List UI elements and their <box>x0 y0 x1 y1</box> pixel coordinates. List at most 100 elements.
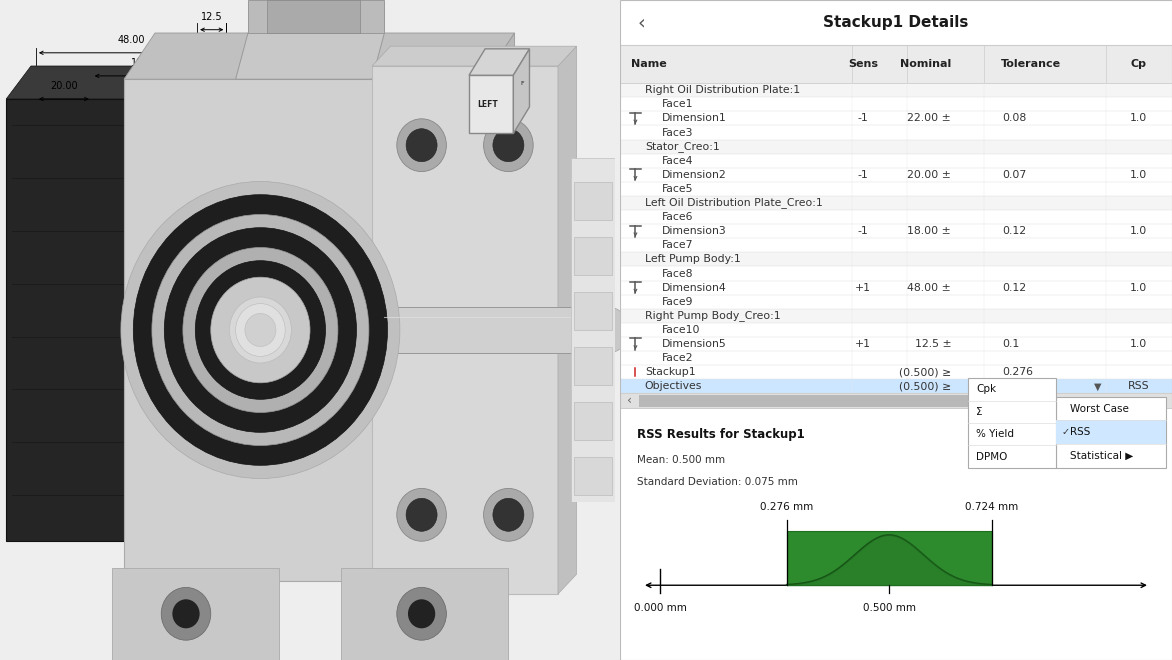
Text: Σ: Σ <box>976 407 982 417</box>
Polygon shape <box>372 66 558 594</box>
Text: 0.724 mm: 0.724 mm <box>965 502 1018 512</box>
Text: 20.00 ±: 20.00 ± <box>907 170 952 180</box>
Text: Dimension3: Dimension3 <box>661 226 727 236</box>
Circle shape <box>196 261 326 399</box>
Text: ‹: ‹ <box>627 394 633 407</box>
Text: Face2: Face2 <box>661 353 693 363</box>
Polygon shape <box>248 0 384 33</box>
Circle shape <box>245 314 275 346</box>
Bar <box>786 531 992 585</box>
Text: F: F <box>520 81 524 86</box>
Text: 0.12: 0.12 <box>1002 226 1027 236</box>
Bar <box>620 337 1172 351</box>
Text: Stackup1 Details: Stackup1 Details <box>823 15 969 30</box>
Text: Statistical ▶: Statistical ▶ <box>1070 451 1133 461</box>
Text: Face3: Face3 <box>661 127 693 137</box>
Text: Face7: Face7 <box>661 240 693 250</box>
Text: RSS: RSS <box>1127 381 1150 391</box>
Polygon shape <box>558 46 577 594</box>
Circle shape <box>397 488 447 541</box>
Text: Cp: Cp <box>1131 59 1147 69</box>
Text: 0.1: 0.1 <box>1002 339 1020 349</box>
Text: Right Oil Distribution Plate:1: Right Oil Distribution Plate:1 <box>645 85 800 95</box>
Text: Stator_Creo:1: Stator_Creo:1 <box>645 141 720 152</box>
Circle shape <box>230 297 292 363</box>
Polygon shape <box>124 33 515 79</box>
Bar <box>620 45 1172 83</box>
Text: 18.00 ±: 18.00 ± <box>907 226 952 236</box>
Text: 0.000: 0.000 <box>1002 381 1034 391</box>
Bar <box>620 379 1172 393</box>
Bar <box>620 408 1172 660</box>
Bar <box>574 182 612 220</box>
Circle shape <box>134 195 388 465</box>
Text: 20.00: 20.00 <box>50 81 77 91</box>
Text: Name: Name <box>631 59 667 69</box>
Text: 0.000 mm: 0.000 mm <box>634 603 687 613</box>
Circle shape <box>152 214 369 446</box>
Bar <box>620 309 1172 323</box>
Bar <box>620 280 1172 294</box>
Bar <box>620 0 1172 45</box>
Bar <box>574 457 612 495</box>
Circle shape <box>121 182 400 478</box>
Bar <box>968 378 1056 468</box>
Bar <box>620 252 1172 267</box>
Bar <box>620 112 1172 125</box>
Text: ‹: ‹ <box>638 13 645 32</box>
Text: 1.0: 1.0 <box>1130 170 1147 180</box>
Text: Dimension5: Dimension5 <box>661 339 727 349</box>
Circle shape <box>236 304 285 356</box>
Text: 0.08: 0.08 <box>1002 114 1027 123</box>
Circle shape <box>406 498 437 531</box>
Text: -1: -1 <box>858 226 868 236</box>
Text: Face5: Face5 <box>661 184 693 194</box>
Text: 22.00: 22.00 <box>156 180 184 190</box>
Bar <box>469 75 513 133</box>
Text: Mean: 0.500 mm: Mean: 0.500 mm <box>636 455 724 465</box>
Text: % Yield: % Yield <box>976 429 1014 440</box>
Text: ✓: ✓ <box>1062 427 1070 438</box>
Circle shape <box>493 129 524 162</box>
Circle shape <box>183 248 338 412</box>
Circle shape <box>397 119 447 172</box>
Circle shape <box>408 599 435 628</box>
Text: RSS: RSS <box>1070 427 1090 438</box>
Circle shape <box>493 498 524 531</box>
Text: Left Oil Distribution Plate_Creo:1: Left Oil Distribution Plate_Creo:1 <box>645 197 823 209</box>
Bar <box>620 154 1172 168</box>
Circle shape <box>484 119 533 172</box>
Polygon shape <box>469 49 530 75</box>
Text: Face6: Face6 <box>661 212 693 222</box>
Circle shape <box>211 277 309 383</box>
Bar <box>620 351 1172 365</box>
Circle shape <box>162 587 211 640</box>
Text: Stackup1: Stackup1 <box>645 367 695 378</box>
Polygon shape <box>341 568 509 660</box>
Bar <box>620 182 1172 196</box>
Circle shape <box>406 129 437 162</box>
Circle shape <box>397 587 447 640</box>
Polygon shape <box>124 79 484 581</box>
Text: Dimension1: Dimension1 <box>661 114 727 123</box>
Circle shape <box>164 228 356 432</box>
Polygon shape <box>6 66 162 99</box>
Text: Face10: Face10 <box>661 325 700 335</box>
Bar <box>620 267 1172 280</box>
Bar <box>574 347 612 385</box>
Text: LEFT: LEFT <box>477 100 498 109</box>
Circle shape <box>484 488 533 541</box>
Text: 0.276: 0.276 <box>1002 367 1033 378</box>
Polygon shape <box>484 33 515 581</box>
Bar <box>620 323 1172 337</box>
Text: Tolerance: Tolerance <box>1001 59 1061 69</box>
Text: Sens: Sens <box>847 59 878 69</box>
Bar <box>620 210 1172 224</box>
Text: Objectives: Objectives <box>645 381 702 391</box>
Bar <box>639 395 1054 407</box>
Polygon shape <box>236 33 384 79</box>
Text: 1.0: 1.0 <box>1130 339 1147 349</box>
Bar <box>620 238 1172 252</box>
Polygon shape <box>372 46 577 66</box>
Text: 48.00 ±: 48.00 ± <box>907 282 952 292</box>
